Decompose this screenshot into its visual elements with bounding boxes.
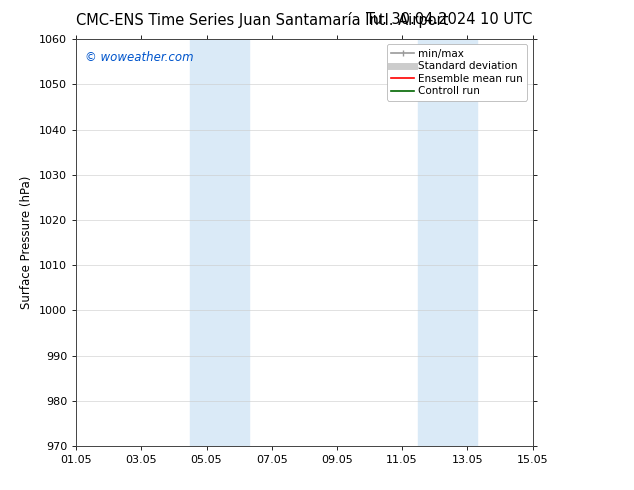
Text: Tu. 30.04.2024 10 UTC: Tu. 30.04.2024 10 UTC bbox=[366, 12, 533, 27]
Legend: min/max, Standard deviation, Ensemble mean run, Controll run: min/max, Standard deviation, Ensemble me… bbox=[387, 45, 527, 100]
Text: CMC-ENS Time Series Juan Santamaría Intl. Airport: CMC-ENS Time Series Juan Santamaría Intl… bbox=[76, 12, 448, 28]
Y-axis label: Surface Pressure (hPa): Surface Pressure (hPa) bbox=[20, 176, 34, 309]
Text: © woweather.com: © woweather.com bbox=[85, 51, 194, 64]
Bar bbox=[418, 39, 477, 446]
Bar bbox=[190, 39, 249, 446]
